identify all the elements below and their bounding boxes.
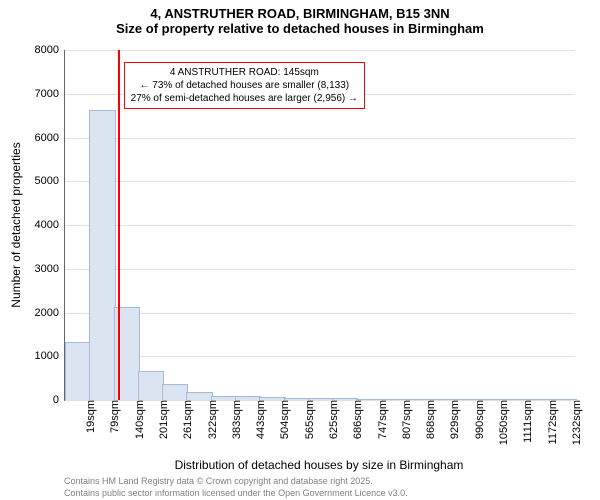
chart-title-main: 4, ANSTRUTHER ROAD, BIRMINGHAM, B15 3NN: [0, 0, 600, 21]
annotation-line: 27% of semi-detached houses are larger (…: [131, 92, 358, 105]
xtick-label: 79sqm: [105, 400, 121, 433]
xtick-label: 1050sqm: [494, 400, 510, 445]
xtick-label: 929sqm: [445, 400, 461, 439]
x-axis-label: Distribution of detached houses by size …: [175, 458, 464, 472]
histogram-bar: [162, 384, 188, 400]
annotation-line: 4 ANSTRUTHER ROAD: 145sqm: [131, 66, 358, 79]
histogram-bar: [186, 392, 212, 400]
xtick-label: 868sqm: [421, 400, 437, 439]
histogram-bar: [89, 110, 115, 400]
gridline-h: [65, 138, 575, 139]
annotation-box: 4 ANSTRUTHER ROAD: 145sqm← 73% of detach…: [124, 62, 365, 109]
xtick-label: 201sqm: [154, 400, 170, 439]
gridline-h: [65, 50, 575, 51]
property-marker-line: [118, 50, 120, 400]
gridline-h: [65, 269, 575, 270]
xtick-label: 19sqm: [81, 400, 97, 433]
ytick-label: 6000: [35, 132, 65, 144]
gridline-h: [65, 181, 575, 182]
xtick-label: 1111sqm: [518, 400, 534, 443]
chart-title-sub: Size of property relative to detached ho…: [0, 21, 600, 40]
xtick-label: 807sqm: [397, 400, 413, 439]
gridline-h: [65, 225, 575, 226]
annotation-line: ← 73% of detached houses are smaller (8,…: [131, 79, 358, 92]
histogram-bar: [65, 342, 91, 400]
plot-area: 01000200030004000500060007000800019sqm79…: [64, 50, 575, 401]
xtick-label: 1232sqm: [567, 400, 583, 445]
ytick-label: 2000: [35, 307, 65, 319]
xtick-label: 990sqm: [470, 400, 486, 439]
footer-line-2: Contains public sector information licen…: [64, 488, 408, 498]
y-axis-label: Number of detached properties: [9, 142, 23, 307]
footer-line-1: Contains HM Land Registry data © Crown c…: [64, 476, 373, 486]
ytick-label: 4000: [35, 219, 65, 231]
ytick-label: 0: [53, 394, 65, 406]
xtick-label: 504sqm: [275, 400, 291, 439]
xtick-label: 383sqm: [227, 400, 243, 439]
xtick-label: 140sqm: [130, 400, 146, 439]
gridline-h: [65, 356, 575, 357]
xtick-label: 686sqm: [348, 400, 364, 439]
ytick-label: 8000: [35, 44, 65, 56]
xtick-label: 1172sqm: [543, 400, 559, 444]
ytick-label: 3000: [35, 263, 65, 275]
chart-container: 4, ANSTRUTHER ROAD, BIRMINGHAM, B15 3NN …: [0, 0, 600, 500]
ytick-label: 7000: [35, 88, 65, 100]
xtick-label: 322sqm: [203, 400, 219, 439]
xtick-label: 565sqm: [300, 400, 316, 439]
xtick-label: 261sqm: [178, 400, 194, 439]
xtick-label: 625sqm: [324, 400, 340, 439]
histogram-bar: [138, 371, 164, 400]
gridline-h: [65, 313, 575, 314]
ytick-label: 5000: [35, 175, 65, 187]
ytick-label: 1000: [35, 350, 65, 362]
xtick-label: 443sqm: [251, 400, 267, 439]
xtick-label: 747sqm: [373, 400, 389, 439]
